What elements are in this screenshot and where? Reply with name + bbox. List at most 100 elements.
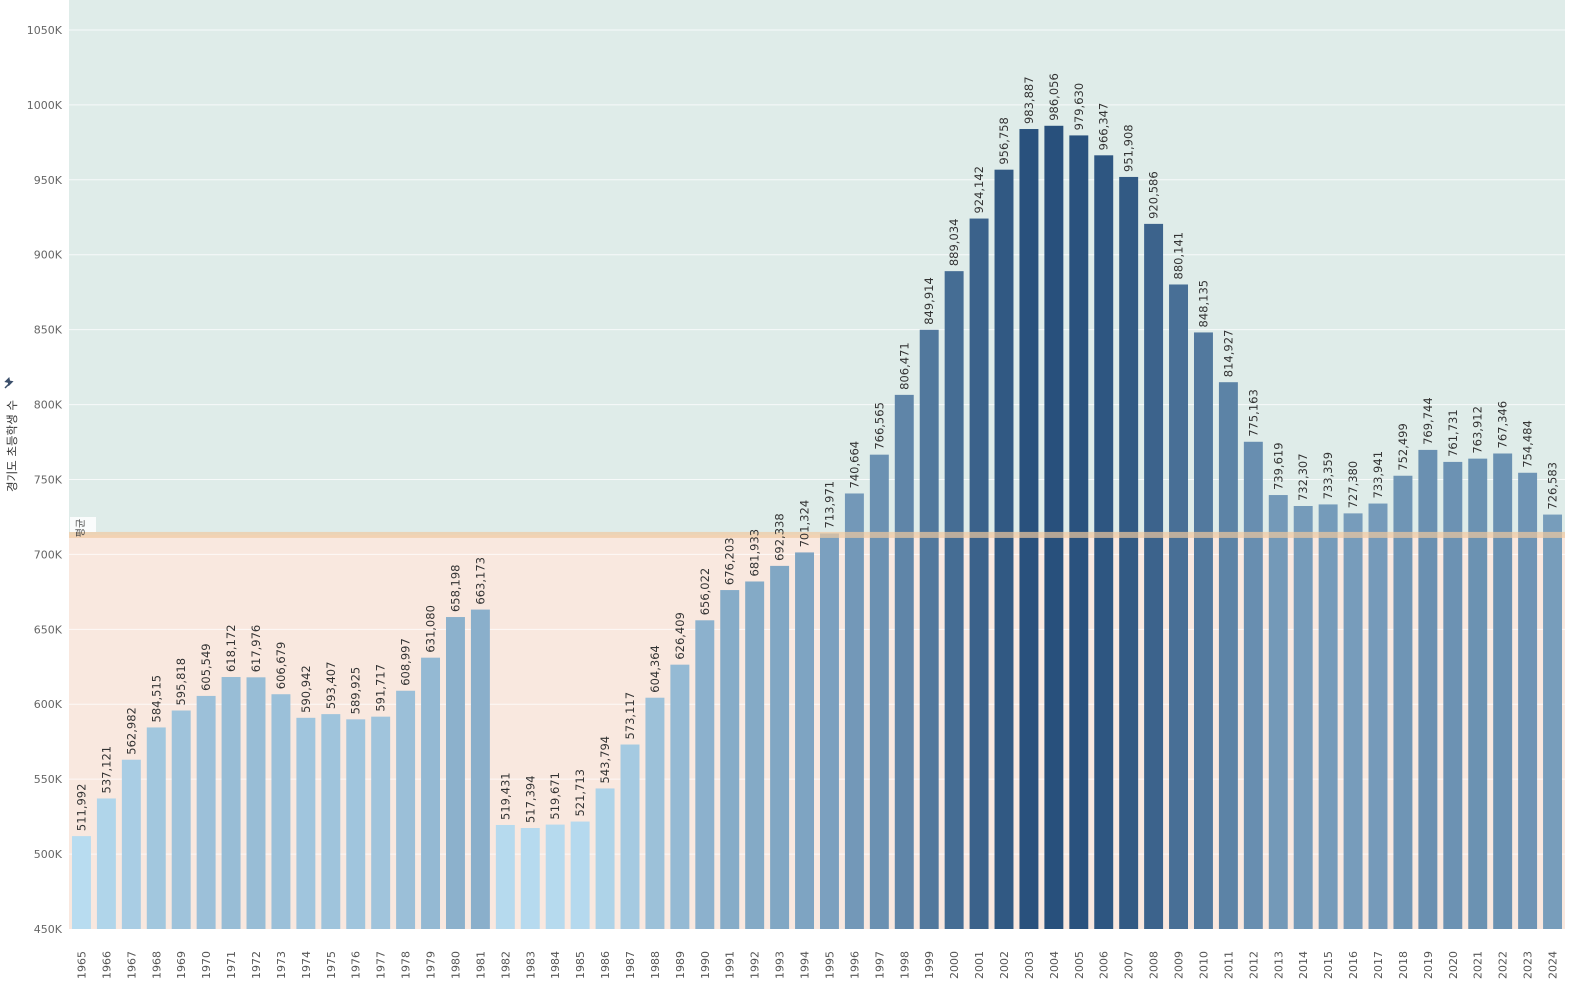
data-label-1979: 631,080 xyxy=(424,605,438,653)
x-tick-1994: 1994 xyxy=(799,951,812,979)
data-label-1986: 543,794 xyxy=(598,736,612,784)
data-label-2020: 761,731 xyxy=(1446,409,1460,457)
background-bands xyxy=(69,0,1565,929)
bar-1998 xyxy=(894,394,914,930)
bar-1971 xyxy=(221,677,241,929)
bar-1977 xyxy=(371,716,391,929)
bar-2019 xyxy=(1418,449,1438,929)
bar-2022 xyxy=(1493,453,1513,929)
data-label-2024: 726,583 xyxy=(1546,462,1560,510)
y-tick-label: 950K xyxy=(34,174,63,187)
y-tick-label: 1050K xyxy=(27,24,63,37)
data-label-2015: 733,359 xyxy=(1321,452,1335,500)
x-tick-1993: 1993 xyxy=(774,951,787,979)
data-label-2022: 767,346 xyxy=(1496,401,1510,449)
bar-1973 xyxy=(271,694,291,929)
x-tick-1981: 1981 xyxy=(474,951,487,979)
x-tick-1974: 1974 xyxy=(300,951,313,979)
x-tick-2000: 2000 xyxy=(948,951,961,979)
x-tick-1972: 1972 xyxy=(250,951,263,979)
data-label-1992: 681,933 xyxy=(748,529,762,577)
bar-2024 xyxy=(1543,514,1563,929)
bar-1972 xyxy=(246,677,266,929)
y-tick-label: 750K xyxy=(34,473,63,486)
bar-1989 xyxy=(670,664,690,929)
x-tick-2015: 2015 xyxy=(1322,951,1335,979)
bar-1970 xyxy=(196,695,216,929)
x-tick-1967: 1967 xyxy=(125,951,138,979)
data-label-1994: 701,324 xyxy=(798,500,812,548)
x-tick-1996: 1996 xyxy=(848,951,861,979)
data-label-1977: 591,717 xyxy=(374,664,388,712)
x-tick-1971: 1971 xyxy=(225,951,238,979)
data-label-2006: 966,347 xyxy=(1097,103,1111,151)
bar-2006 xyxy=(1094,155,1114,929)
bar-1976 xyxy=(346,719,366,929)
data-label-1997: 766,565 xyxy=(872,402,886,450)
data-label-1998: 806,471 xyxy=(897,342,911,390)
bar-2004 xyxy=(1044,125,1064,929)
bar-1967 xyxy=(121,759,141,929)
x-tick-2011: 2011 xyxy=(1222,951,1235,979)
bar-1978 xyxy=(396,690,416,929)
x-tick-1980: 1980 xyxy=(449,951,462,979)
data-label-1969: 595,818 xyxy=(174,658,188,706)
y-tick-label: 700K xyxy=(34,548,63,561)
data-label-2002: 956,758 xyxy=(997,117,1011,165)
data-label-1999: 849,914 xyxy=(922,277,936,325)
data-label-1982: 519,431 xyxy=(498,772,512,820)
data-label-2016: 727,380 xyxy=(1346,461,1360,509)
x-tick-1976: 1976 xyxy=(350,951,363,979)
x-tick-1985: 1985 xyxy=(574,951,587,979)
x-tick-1991: 1991 xyxy=(724,951,737,979)
data-label-2011: 814,927 xyxy=(1221,330,1235,378)
data-label-1985: 521,713 xyxy=(573,769,587,817)
data-label-2004: 986,056 xyxy=(1047,73,1061,121)
x-tick-2001: 2001 xyxy=(973,951,986,979)
x-tick-1975: 1975 xyxy=(325,951,338,979)
bar-1986 xyxy=(595,788,615,929)
x-tick-2004: 2004 xyxy=(1048,951,1061,979)
bar-1974 xyxy=(296,717,316,929)
data-label-2000: 889,034 xyxy=(947,219,961,267)
x-tick-2023: 2023 xyxy=(1522,951,1535,979)
x-tick-2013: 2013 xyxy=(1272,951,1285,979)
data-label-1995: 713,971 xyxy=(822,481,836,529)
y-tick-label: 450K xyxy=(34,923,63,936)
x-tick-2009: 2009 xyxy=(1173,951,1186,979)
data-label-2001: 924,142 xyxy=(972,166,986,214)
x-tick-2022: 2022 xyxy=(1497,951,1510,979)
data-label-1976: 589,925 xyxy=(349,667,363,715)
data-label-1974: 590,942 xyxy=(299,665,313,713)
data-label-2009: 880,141 xyxy=(1172,232,1186,280)
x-tick-2014: 2014 xyxy=(1297,951,1310,979)
data-label-1989: 626,409 xyxy=(673,612,687,660)
x-tick-2012: 2012 xyxy=(1247,951,1260,979)
data-label-2012: 775,163 xyxy=(1246,389,1260,437)
bar-1965 xyxy=(71,836,91,929)
pin-icon[interactable] xyxy=(4,377,14,389)
x-tick-1982: 1982 xyxy=(499,951,512,979)
gridlines xyxy=(69,29,1565,855)
bar-2013 xyxy=(1268,495,1288,929)
x-tick-1978: 1978 xyxy=(400,951,413,979)
y-tick-label: 800K xyxy=(34,399,63,412)
x-tick-1970: 1970 xyxy=(200,951,213,979)
bar-2018 xyxy=(1393,475,1413,929)
y-tick-label: 650K xyxy=(34,623,63,636)
y-axis: 450K 500K 550K 600K 650K 700K 750K 800K 850K 900K… xyxy=(27,24,63,936)
x-tick-2008: 2008 xyxy=(1148,951,1161,979)
data-label-1988: 604,364 xyxy=(648,645,662,693)
bar-1981 xyxy=(470,609,490,929)
bar-1979 xyxy=(421,657,441,929)
bar-2003 xyxy=(1019,129,1039,929)
reference-line-label: 평균 xyxy=(75,519,87,537)
data-label-1980: 658,198 xyxy=(448,564,462,612)
bar-2014 xyxy=(1293,505,1313,929)
bar-2010 xyxy=(1193,332,1213,929)
x-tick-2005: 2005 xyxy=(1073,951,1086,979)
data-label-1968: 584,515 xyxy=(149,675,163,723)
x-tick-1973: 1973 xyxy=(275,951,288,979)
